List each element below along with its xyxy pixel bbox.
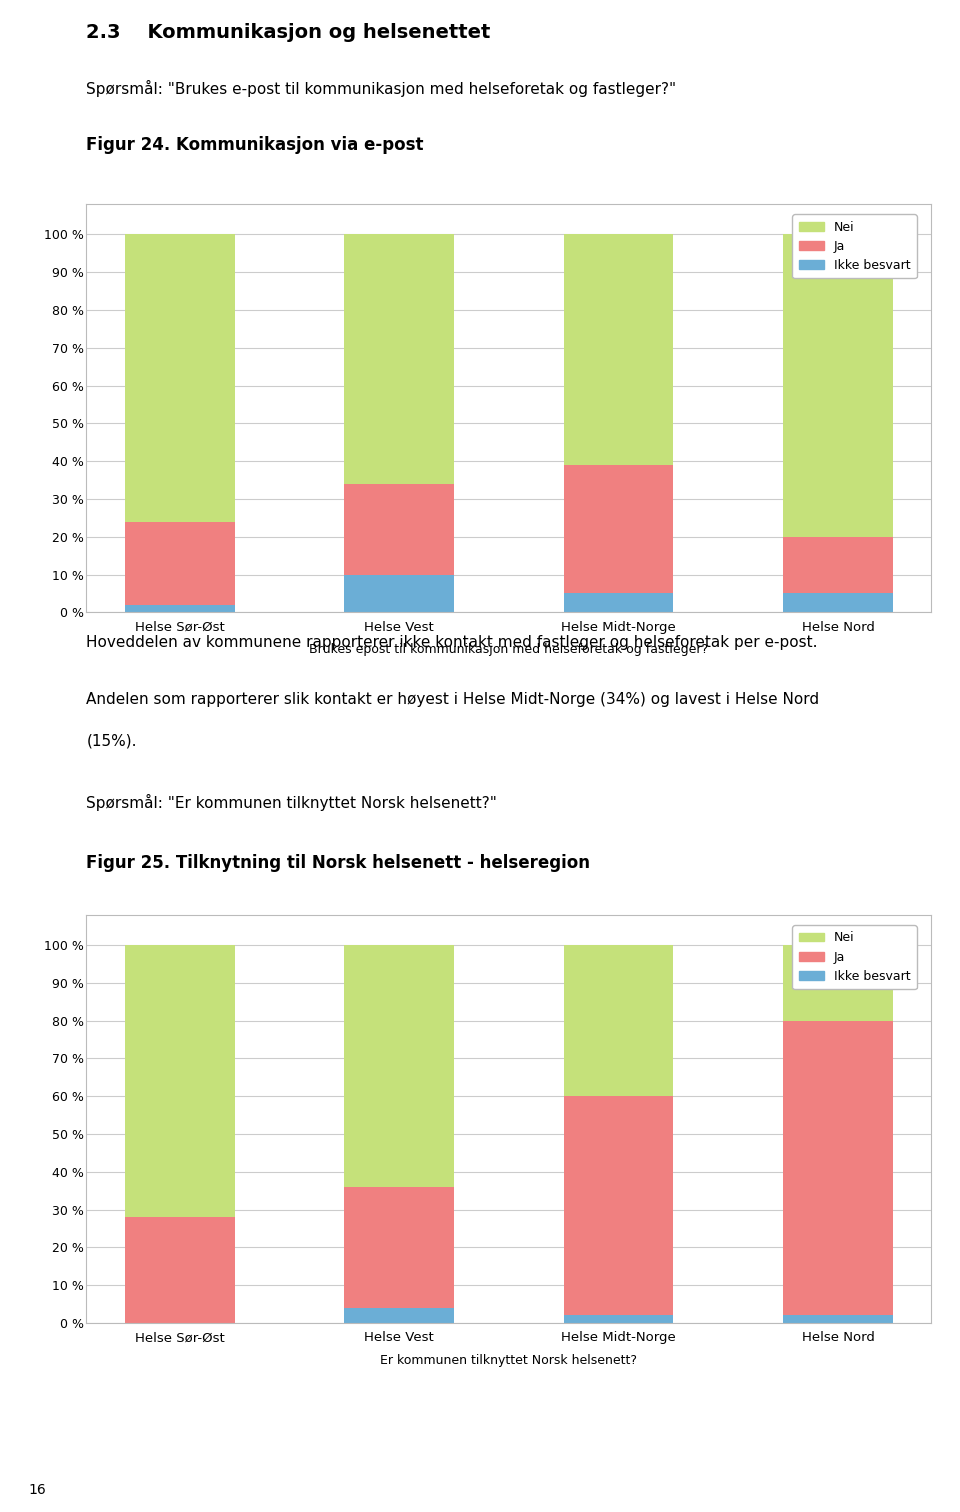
Bar	[125, 605, 234, 612]
Text: (15%).: (15%).	[86, 733, 137, 748]
Text: Spørsmål: "Brukes e-post til kommunikasjon med helseforetak og fastleger?": Spørsmål: "Brukes e-post til kommunikasj…	[86, 80, 677, 97]
Bar	[564, 466, 673, 594]
Text: Figur 24. Kommunikasjon via e-post: Figur 24. Kommunikasjon via e-post	[86, 136, 424, 154]
Text: Figur 25. Tilknytning til Norsk helsenett - helseregion: Figur 25. Tilknytning til Norsk helsenet…	[86, 854, 590, 872]
Bar	[783, 537, 893, 594]
Text: Andelen som rapporterer slik kontakt er høyest i Helse Midt-Norge (34%) og laves: Andelen som rapporterer slik kontakt er …	[86, 692, 820, 708]
Bar	[564, 945, 673, 1096]
Legend: Nei, Ja, Ikke besvart: Nei, Ja, Ikke besvart	[792, 215, 917, 278]
Bar	[345, 1187, 454, 1308]
Bar	[564, 1315, 673, 1323]
Bar	[125, 945, 234, 1217]
Bar	[125, 1217, 234, 1323]
Bar	[125, 522, 234, 605]
Bar	[345, 575, 454, 612]
Bar	[345, 234, 454, 484]
X-axis label: Brukes epost til kommunikasjon med helseforetak og fastleger?: Brukes epost til kommunikasjon med helse…	[309, 644, 708, 656]
Bar	[783, 1021, 893, 1315]
Text: Hoveddelen av kommunene rapporterer ikke kontakt med fastleger og helseforetak p: Hoveddelen av kommunene rapporterer ikke…	[86, 635, 818, 650]
Bar	[783, 234, 893, 537]
Text: 2.3    Kommunikasjon og helsenettet: 2.3 Kommunikasjon og helsenettet	[86, 23, 491, 42]
Bar	[564, 594, 673, 612]
Bar	[783, 594, 893, 612]
Legend: Nei, Ja, Ikke besvart: Nei, Ja, Ikke besvart	[792, 925, 917, 989]
Bar	[125, 234, 234, 522]
Bar	[345, 1308, 454, 1323]
Bar	[564, 1096, 673, 1315]
Bar	[345, 484, 454, 575]
Bar	[564, 234, 673, 466]
X-axis label: Er kommunen tilknyttet Norsk helsenett?: Er kommunen tilknyttet Norsk helsenett?	[380, 1355, 637, 1367]
Text: 16: 16	[29, 1483, 46, 1497]
Bar	[783, 945, 893, 1021]
Text: Spørsmål: "Er kommunen tilknyttet Norsk helsenett?": Spørsmål: "Er kommunen tilknyttet Norsk …	[86, 794, 497, 810]
Bar	[783, 1315, 893, 1323]
Bar	[345, 945, 454, 1187]
